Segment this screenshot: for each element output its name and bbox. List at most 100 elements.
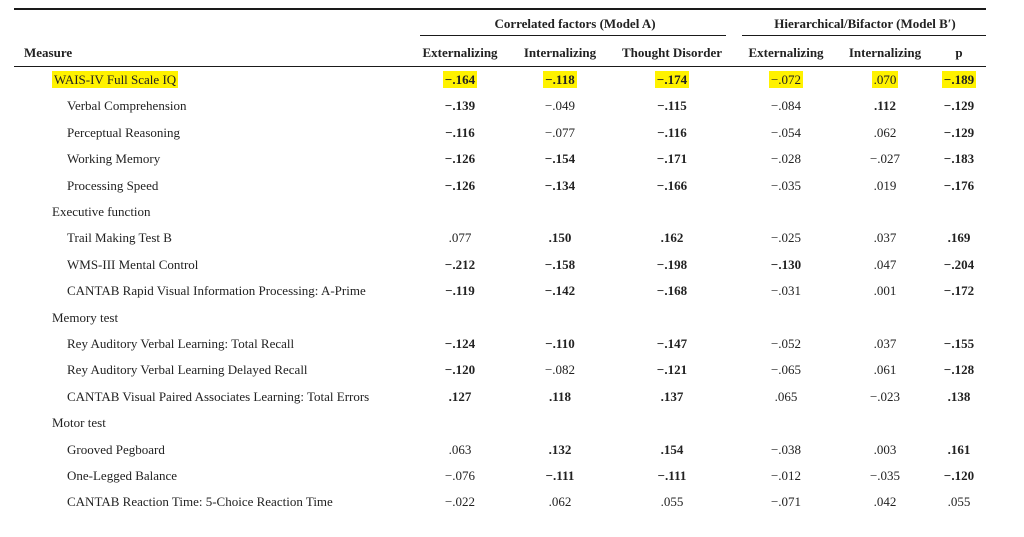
cell-value: .037 xyxy=(873,230,897,246)
row-label: CANTAB Visual Paired Associates Learning… xyxy=(67,384,369,410)
row-label-text: Motor test xyxy=(52,415,106,431)
cell-value: −.120 xyxy=(444,362,476,378)
group-header-model-a: Correlated factors (Model A) xyxy=(494,16,656,31)
cell-externalizing-a: −.126 xyxy=(420,173,500,199)
cell-internalizing-a: −.049 xyxy=(518,93,602,119)
cell-value: −.065 xyxy=(770,362,802,378)
row-label-text: CANTAB Reaction Time: 5-Choice Reaction … xyxy=(67,494,333,510)
cell-value: −.111 xyxy=(545,468,575,483)
cell-p: .169 xyxy=(930,225,988,251)
cell-value: .042 xyxy=(873,494,897,510)
row-label-text: WAIS-IV Full Scale IQ xyxy=(52,71,179,88)
cell-value: −.154 xyxy=(544,151,576,167)
cell-internalizing-a: .062 xyxy=(518,489,602,515)
cell-externalizing-a: −.116 xyxy=(420,120,500,146)
cell-value: −.172 xyxy=(943,283,975,299)
cell-p: −.176 xyxy=(930,173,988,199)
cell-value: −.126 xyxy=(444,177,476,193)
row-label: Processing Speed xyxy=(67,173,158,199)
cell-value: −.120 xyxy=(943,468,975,483)
cell-value: −.012 xyxy=(770,468,802,483)
cell-value: −.084 xyxy=(770,98,802,114)
cell-p: .055 xyxy=(930,489,988,515)
cell-internalizing-a: −.118 xyxy=(518,67,602,93)
row-label: Grooved Pegboard xyxy=(67,437,165,463)
table-row: Perceptual Reasoning −.116 −.077 −.116 −.054… xyxy=(0,120,1024,146)
cell-value: −.147 xyxy=(656,336,688,351)
cell-p: −.183 xyxy=(930,146,988,172)
cell-externalizing-b: −.071 xyxy=(742,489,830,515)
cell-p: −.204 xyxy=(930,252,988,278)
cell-value: −.035 xyxy=(770,177,802,193)
row-label: Working Memory xyxy=(67,146,160,172)
group-header-model-b: Hierarchical/Bifactor (Model B′) xyxy=(774,16,956,31)
cell-value: .127 xyxy=(448,388,472,404)
cell-externalizing-a: −.120 xyxy=(420,357,500,383)
cell-value: −.082 xyxy=(544,362,576,378)
cell-p: −.129 xyxy=(930,120,988,146)
cell-p: −.189 xyxy=(930,67,988,93)
cell-value: −.049 xyxy=(544,98,576,114)
cell-externalizing-b: −.028 xyxy=(742,146,830,172)
cell-value: −.022 xyxy=(444,494,476,510)
cell-externalizing-a: .077 xyxy=(420,225,500,251)
cell-externalizing-b: −.035 xyxy=(742,173,830,199)
cell-value: −.139 xyxy=(444,98,476,114)
table-row: Rey Auditory Verbal Learning Delayed Rec… xyxy=(0,357,1024,383)
table-row: One-Legged Balance −.076 −.111 −.111 −.012 −.… xyxy=(0,463,1024,489)
section-header-row: Executive function xyxy=(0,199,1024,225)
row-label-text: One-Legged Balance xyxy=(67,468,178,483)
cell-internalizing-b: −.023 xyxy=(842,384,928,410)
cell-value: −.110 xyxy=(545,336,575,351)
cell-value: .001 xyxy=(873,283,897,299)
cell-value: −.076 xyxy=(444,468,476,483)
row-label: Trail Making Test B xyxy=(67,225,172,251)
cell-value: .162 xyxy=(660,230,684,246)
cell-thought-disorder: .137 xyxy=(612,384,732,410)
col-header-thought-disorder: Thought Disorder xyxy=(621,45,723,60)
section-label: Executive function xyxy=(52,199,151,225)
cell-value: −.142 xyxy=(544,283,576,299)
cell-thought-disorder: −.166 xyxy=(612,173,732,199)
table-row: CANTAB Rapid Visual Information Processi… xyxy=(0,278,1024,304)
row-label: Perceptual Reasoning xyxy=(67,120,180,146)
cell-value: −.031 xyxy=(770,283,802,299)
row-label: WMS-III Mental Control xyxy=(67,252,198,278)
cell-value: −.119 xyxy=(445,283,475,299)
cell-value: −.204 xyxy=(943,256,975,272)
col-header-internalizing-b: Internalizing xyxy=(848,45,922,60)
section-label: Motor test xyxy=(52,410,106,436)
cell-value: −.038 xyxy=(770,441,802,457)
row-label: WAIS-IV Full Scale IQ xyxy=(52,67,179,93)
cell-externalizing-b: −.084 xyxy=(742,93,830,119)
top-rule xyxy=(14,8,986,10)
cell-thought-disorder: −.116 xyxy=(612,120,732,146)
cell-value: .065 xyxy=(774,388,798,404)
cell-thought-disorder: −.174 xyxy=(612,67,732,93)
cell-value: .055 xyxy=(947,494,971,510)
cell-internalizing-a: −.154 xyxy=(518,146,602,172)
cell-internalizing-b: −.027 xyxy=(842,146,928,172)
row-label-text: Memory test xyxy=(52,309,119,325)
cell-internalizing-a: −.111 xyxy=(518,463,602,489)
cell-thought-disorder: −.168 xyxy=(612,278,732,304)
row-label: Rey Auditory Verbal Learning Delayed Rec… xyxy=(67,357,308,383)
cell-value: −.023 xyxy=(869,388,901,404)
cell-internalizing-b: .112 xyxy=(842,93,928,119)
cell-p: −.172 xyxy=(930,278,988,304)
cell-internalizing-b: .019 xyxy=(842,173,928,199)
cell-externalizing-b: −.012 xyxy=(742,463,830,489)
cell-value: −.166 xyxy=(656,177,688,193)
row-label-text: CANTAB Rapid Visual Information Processi… xyxy=(67,283,366,299)
cell-value: .047 xyxy=(873,256,897,272)
table-row: Working Memory −.126 −.154 −.171 −.028 −.027 −… xyxy=(0,146,1024,172)
cell-value: −.130 xyxy=(770,256,802,272)
cell-internalizing-a: −.110 xyxy=(518,331,602,357)
cell-value: .077 xyxy=(448,230,472,246)
cell-p: −.128 xyxy=(930,357,988,383)
col-header-externalizing-b: Externalizing xyxy=(748,45,824,60)
cell-internalizing-b: .061 xyxy=(842,357,928,383)
row-label: CANTAB Reaction Time: 5-Choice Reaction … xyxy=(67,489,333,515)
cell-value: −.035 xyxy=(869,468,901,483)
table-row: Trail Making Test B .077 .150 .162 −.025 .037… xyxy=(0,225,1024,251)
